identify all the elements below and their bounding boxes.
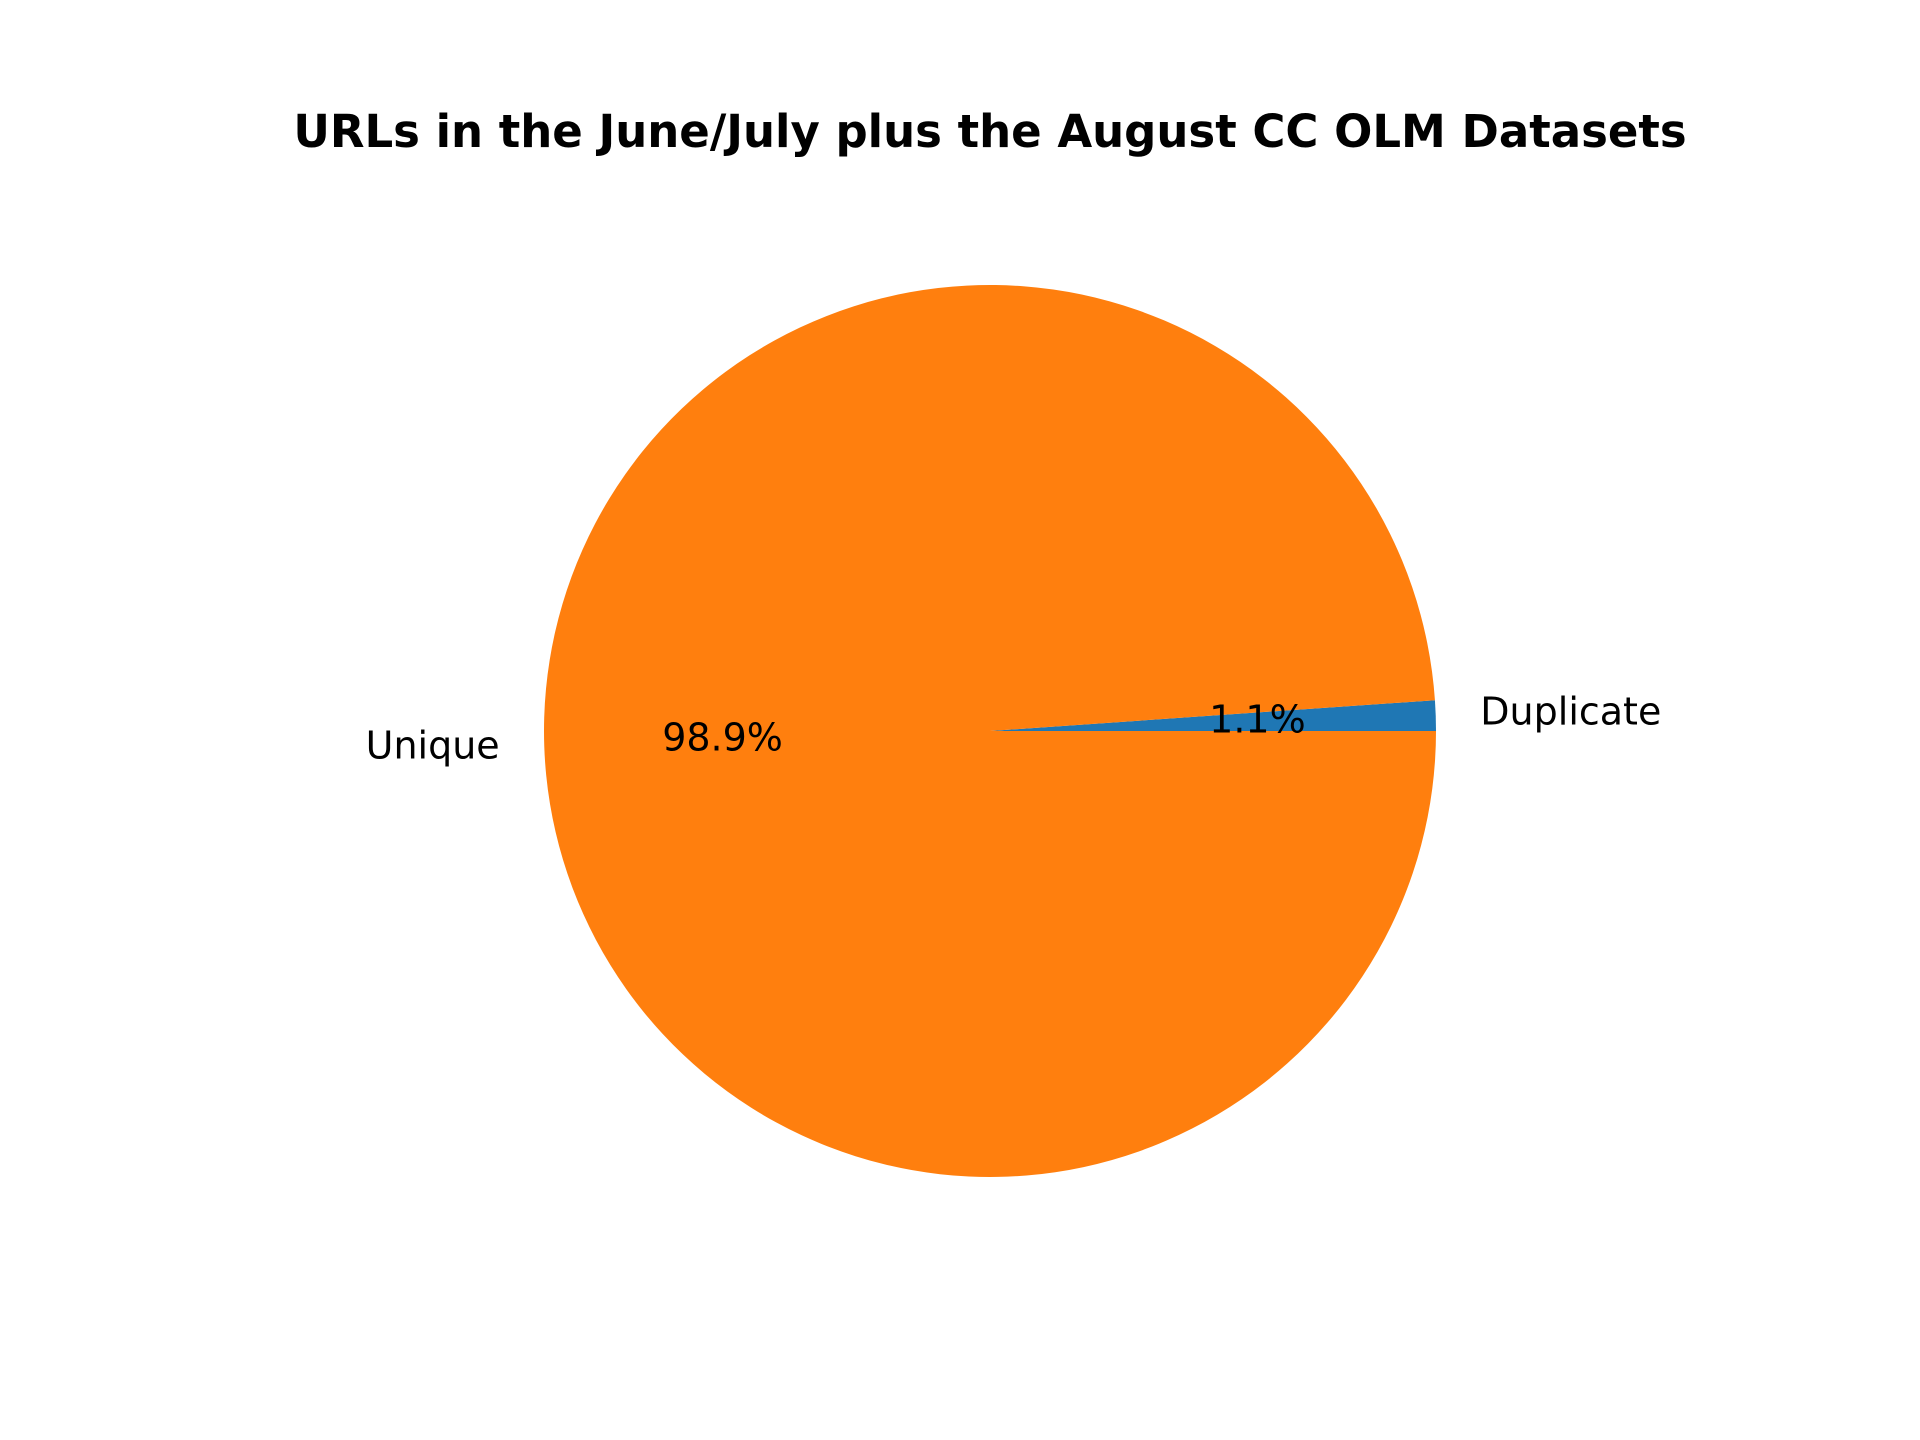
pie-slices <box>544 285 1436 1178</box>
pct-label-unique: 98.9% <box>662 716 783 760</box>
chart-title: URLs in the June/July plus the August CC… <box>293 105 1686 158</box>
slice-label-unique: Unique <box>366 723 500 767</box>
pie-slice-unique <box>544 285 1436 1178</box>
pie-labels: Duplicate 1.1% Unique 98.9% <box>366 690 1662 768</box>
slice-label-duplicate: Duplicate <box>1480 690 1661 734</box>
pct-label-duplicate: 1.1% <box>1209 697 1306 741</box>
pie-slice-duplicate <box>990 700 1436 731</box>
